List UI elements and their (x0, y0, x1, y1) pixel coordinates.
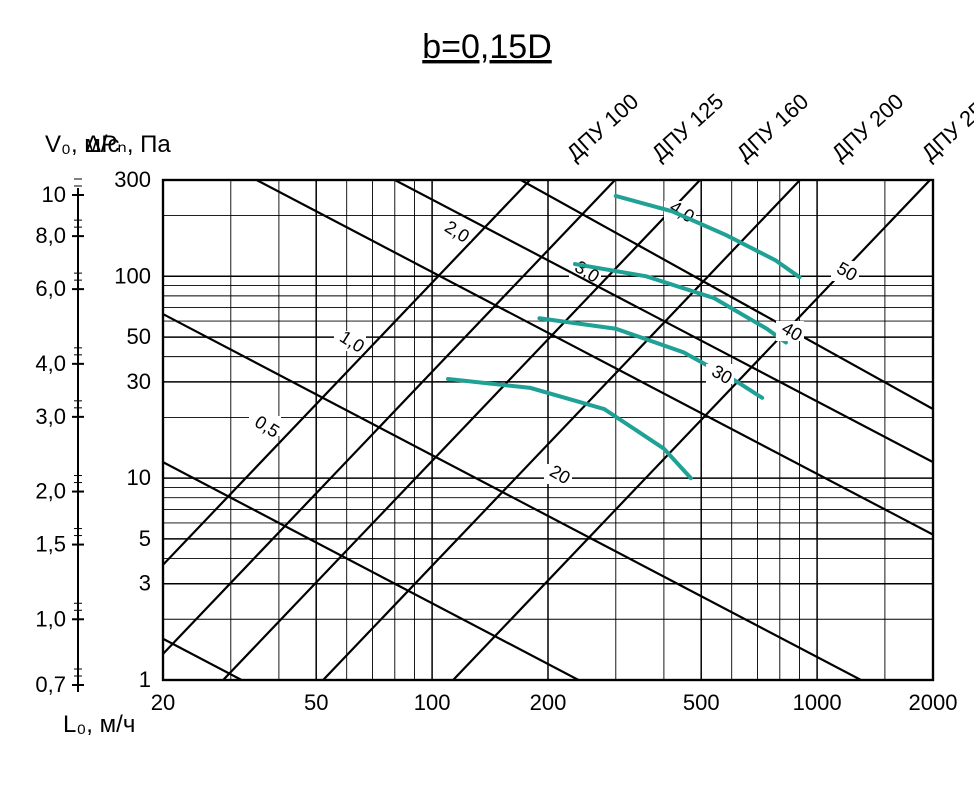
y-tick-label: 10 (127, 465, 151, 490)
y-tick-label: 100 (114, 263, 151, 288)
x-tick-label: 100 (414, 690, 451, 715)
y-tick-label: 1 (139, 667, 151, 692)
x-tick-label: 50 (304, 690, 328, 715)
x-tick-label: 2000 (909, 690, 958, 715)
y-tick-label: 5 (139, 526, 151, 551)
y-tick-label: 300 (114, 167, 151, 192)
dpu-label: ДПУ 125 (647, 89, 729, 166)
y-tick-label: 30 (127, 369, 151, 394)
dpu-label: ДПУ 250 (917, 89, 974, 166)
x-tick-label: 20 (151, 690, 175, 715)
chart-title: b=0,15D (422, 28, 552, 66)
teal-curve (448, 379, 691, 478)
outer-tick-label: 1,5 (35, 532, 66, 557)
outer-tick-label: 3,0 (35, 404, 66, 429)
outer-tick-label: 6,0 (35, 276, 66, 301)
dpu-label: ДПУ 160 (732, 89, 814, 166)
outer-tick-label: 2,0 (35, 479, 66, 504)
outer-tick-label: 4,0 (35, 351, 66, 376)
outer-tick-label: 8,0 (35, 223, 66, 248)
y-tick-label: 50 (127, 324, 151, 349)
outer-tick-label: 0,7 (35, 672, 66, 697)
outer-tick-label: 1,0 (35, 606, 66, 631)
outer-axis-label: V₀, м/с (45, 131, 119, 158)
x-tick-label: 500 (683, 690, 720, 715)
x-axis-label: L₀, м/ч (63, 711, 135, 738)
outer-tick-label: 10 (42, 182, 66, 207)
x-tick-label: 1000 (793, 690, 842, 715)
x-tick-label: 200 (530, 690, 567, 715)
dpu-label: ДПУ 100 (562, 89, 644, 166)
chart-svg: b=0,15D205010020050010002000135103050100… (0, 0, 974, 800)
dpu-label: ДПУ 200 (827, 89, 909, 166)
y-tick-label: 3 (139, 571, 151, 596)
